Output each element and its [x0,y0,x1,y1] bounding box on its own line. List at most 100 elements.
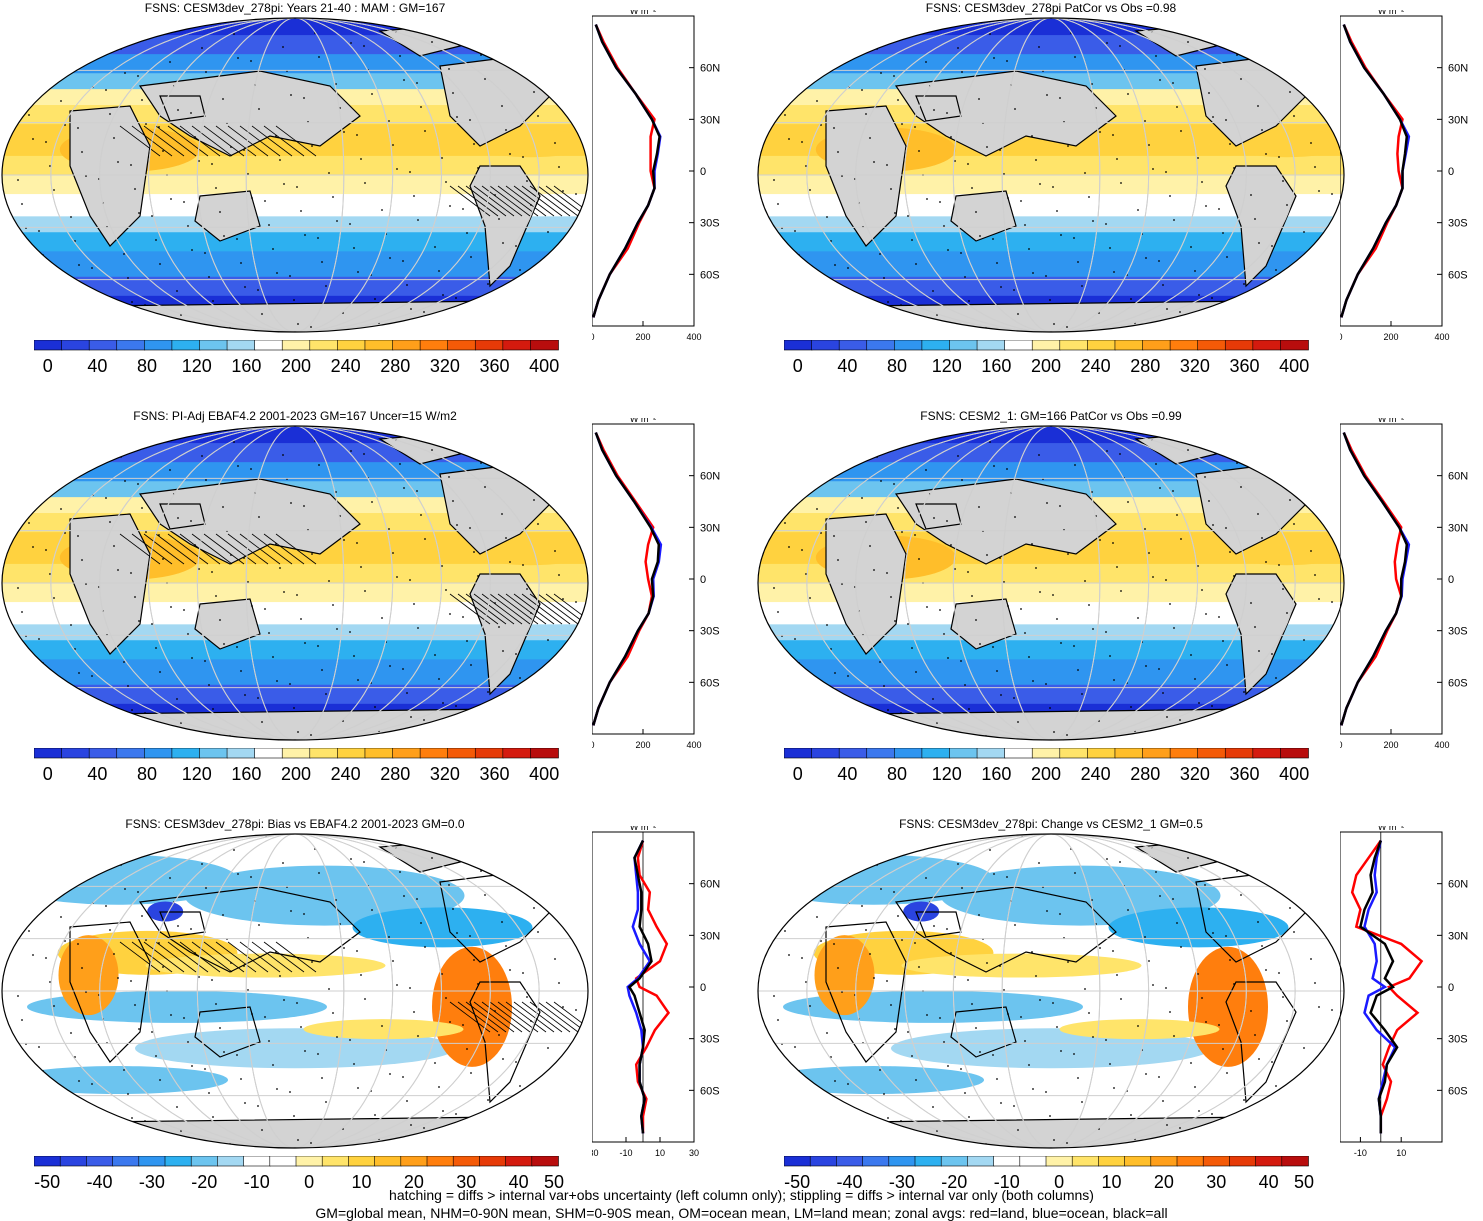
stipple-dot [887,1117,889,1119]
stipple-dot [1024,632,1026,634]
stipple-dot [872,432,874,434]
stipple-dot [176,1106,178,1108]
stipple-dot [1088,1012,1090,1014]
stipple-dot [940,836,942,838]
robinson-map [757,17,1345,333]
stipple-dot [251,197,253,199]
stipple-dot [508,16,510,18]
stipple-dot [508,424,510,426]
colorbar-label: -30 [139,1172,165,1192]
panel-title: FSNS: CESM3dev_278pi: Change vs CESM2_1 … [899,817,1203,831]
stipple-dot [1084,172,1086,174]
stipple-dot [1159,487,1161,489]
stipple-dot [105,905,107,907]
x-tick-label: 10 [655,1148,665,1158]
continent-outline-3 [950,598,1017,650]
stipple-dot [388,120,390,122]
stipple-dot [67,329,69,331]
continent-outline-1 [825,513,907,655]
hatch-line [239,533,281,565]
flux-band-9 [758,194,1344,218]
stipple-dot [70,1032,72,1034]
stipple-dot [1148,960,1150,962]
stipple-dot [470,256,472,258]
stipple-dot [1250,602,1252,604]
stipple-dot [826,216,828,218]
stipple-dot [971,187,973,189]
colorbar-swatch [1252,340,1282,351]
colorbar-swatch [34,340,63,351]
colorbar-swatch [1169,748,1199,759]
stipple-dot [816,916,818,918]
stipple-dot [477,575,479,577]
colorbar-swatch [226,340,256,351]
stipple-dot [1053,323,1055,325]
stipple-dot [123,1069,125,1071]
stipple-dot [1059,97,1061,99]
stipple-dot [84,446,86,448]
stipple-dot [353,1063,355,1065]
stipple-dot [138,212,140,214]
hatch-line [167,533,209,565]
hatch-line [545,593,587,625]
stipple-dot [886,164,888,166]
stipple-dot [1293,115,1295,117]
longitude-line [148,426,442,740]
stipple-dot [788,138,790,140]
stipple-dot [205,479,207,481]
stipple-dot [208,684,210,686]
stipple-dot [512,856,514,858]
stipple-dot [1198,702,1200,704]
stipple-dot [880,888,882,890]
colorbar-swatch [836,1156,864,1167]
colorbar-swatch [1255,1156,1283,1167]
stipple-dot [1066,734,1068,736]
stipple-dot [99,723,101,725]
stipple-dot [505,537,507,539]
stipple-dot [124,72,126,74]
stipple-dot [462,208,464,210]
stipple-dot [117,161,119,163]
colorbar-label: 400 [529,764,559,784]
stipple-dot [1296,320,1298,322]
stipple-dot [869,953,871,955]
stipple-dot [914,942,916,944]
hatch-line [251,125,293,157]
stipple-dot [469,935,471,937]
stipple-dot [809,597,811,599]
stipple-dot [480,462,482,464]
stipple-dot [1307,255,1309,257]
stipple-dot [3,855,5,857]
colorbar-label: 400 [1279,356,1309,376]
stipple-dot [1285,883,1287,885]
flux-band-10 [2,624,588,642]
stipple-dot [1152,576,1154,578]
stipple-dot [855,723,857,725]
stipple-dot [1218,616,1220,618]
stipple-dot [257,697,259,699]
stipple-dot [416,82,418,84]
hatch-line [545,1001,587,1033]
longitude-line [904,426,1198,740]
colorbar-swatch [479,1156,507,1167]
hatch-line [167,941,209,973]
stipple-dot [1268,856,1270,858]
stipple-dot [78,264,80,266]
stipple-dot [180,1130,182,1132]
stipple-dot [964,276,966,278]
colorbar-swatch [1281,1156,1309,1167]
stipple-dot [459,729,461,731]
stipple-dot [237,465,239,467]
stipple-dot [39,49,41,51]
stipple-dot [417,627,419,629]
stipple-dot [1031,543,1033,545]
colorbar-swatch [1019,1156,1047,1167]
stipple-dot [353,655,355,657]
stipple-dot [283,999,285,1001]
hatch-line [251,941,293,973]
stipple-dot [67,1145,69,1147]
stipple-dot [833,535,835,537]
stipple-dot [364,998,366,1000]
stipple-dot [1279,701,1281,703]
stipple-dot [410,308,412,310]
